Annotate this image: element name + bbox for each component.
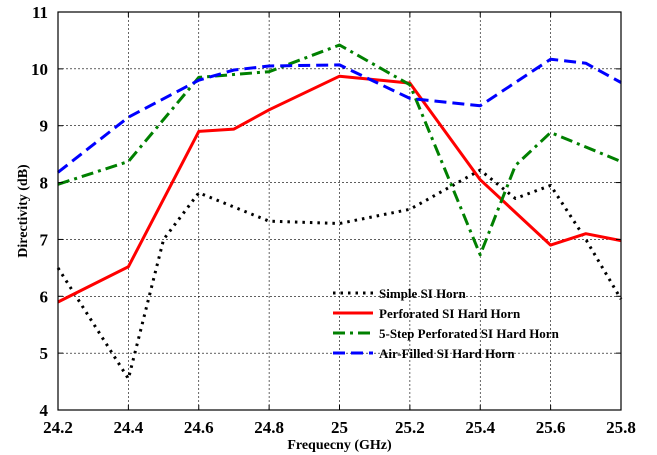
series-line-5-step-perforated-si-hard-horn bbox=[57, 43, 622, 257]
grid-lines bbox=[58, 12, 621, 410]
y-tick-label: 7 bbox=[40, 230, 49, 249]
y-axis-title: Directivity (dB) bbox=[16, 164, 31, 258]
y-tick-label: 9 bbox=[40, 117, 49, 136]
y-tick-label: 10 bbox=[31, 60, 48, 79]
series-line-air-filled-si-hard-horn bbox=[57, 57, 622, 174]
y-tick-label: 4 bbox=[40, 401, 49, 420]
x-tick-labels: 24.2 24.4 24.6 24.8 25 25.2 25.4 25.6 25.8 bbox=[43, 418, 636, 437]
axis-ticks bbox=[57, 11, 622, 411]
y-tick-label: 11 bbox=[32, 3, 48, 22]
y-tick-labels: 4 5 6 7 8 9 10 11 bbox=[31, 3, 49, 420]
legend-entry-label: Simple SI Horn bbox=[379, 286, 466, 301]
x-tick-label: 25.4 bbox=[465, 418, 495, 437]
legend-entry-label: Perforated SI Hard Horn bbox=[379, 306, 521, 321]
y-tick-label: 6 bbox=[40, 287, 49, 306]
x-tick-label: 25.6 bbox=[536, 418, 566, 437]
series-line-perforated-si-hard-horn bbox=[57, 74, 622, 304]
x-axis-title: Frequecny (GHz) bbox=[287, 438, 392, 453]
legend-entry-label: 5-Step Perforated SI Hard Horn bbox=[379, 326, 560, 341]
x-tick-label: 24.6 bbox=[184, 418, 214, 437]
x-tick-label: 24.8 bbox=[254, 418, 284, 437]
x-tick-label: 25.8 bbox=[606, 418, 636, 437]
legend-entry-label: Air-Filled SI Hard Horn bbox=[379, 346, 515, 361]
y-tick-label: 5 bbox=[40, 344, 49, 363]
y-tick-label: 8 bbox=[40, 174, 49, 193]
x-tick-label: 24.2 bbox=[43, 418, 73, 437]
series-lines bbox=[56, 43, 623, 381]
x-tick-label: 25.2 bbox=[395, 418, 425, 437]
x-tick-label: 24.4 bbox=[114, 418, 144, 437]
x-tick-label: 25 bbox=[331, 418, 348, 437]
legend: Simple SI Horn Perforated SI Hard Horn 5-S… bbox=[333, 286, 560, 361]
plot-frame bbox=[57, 11, 622, 411]
